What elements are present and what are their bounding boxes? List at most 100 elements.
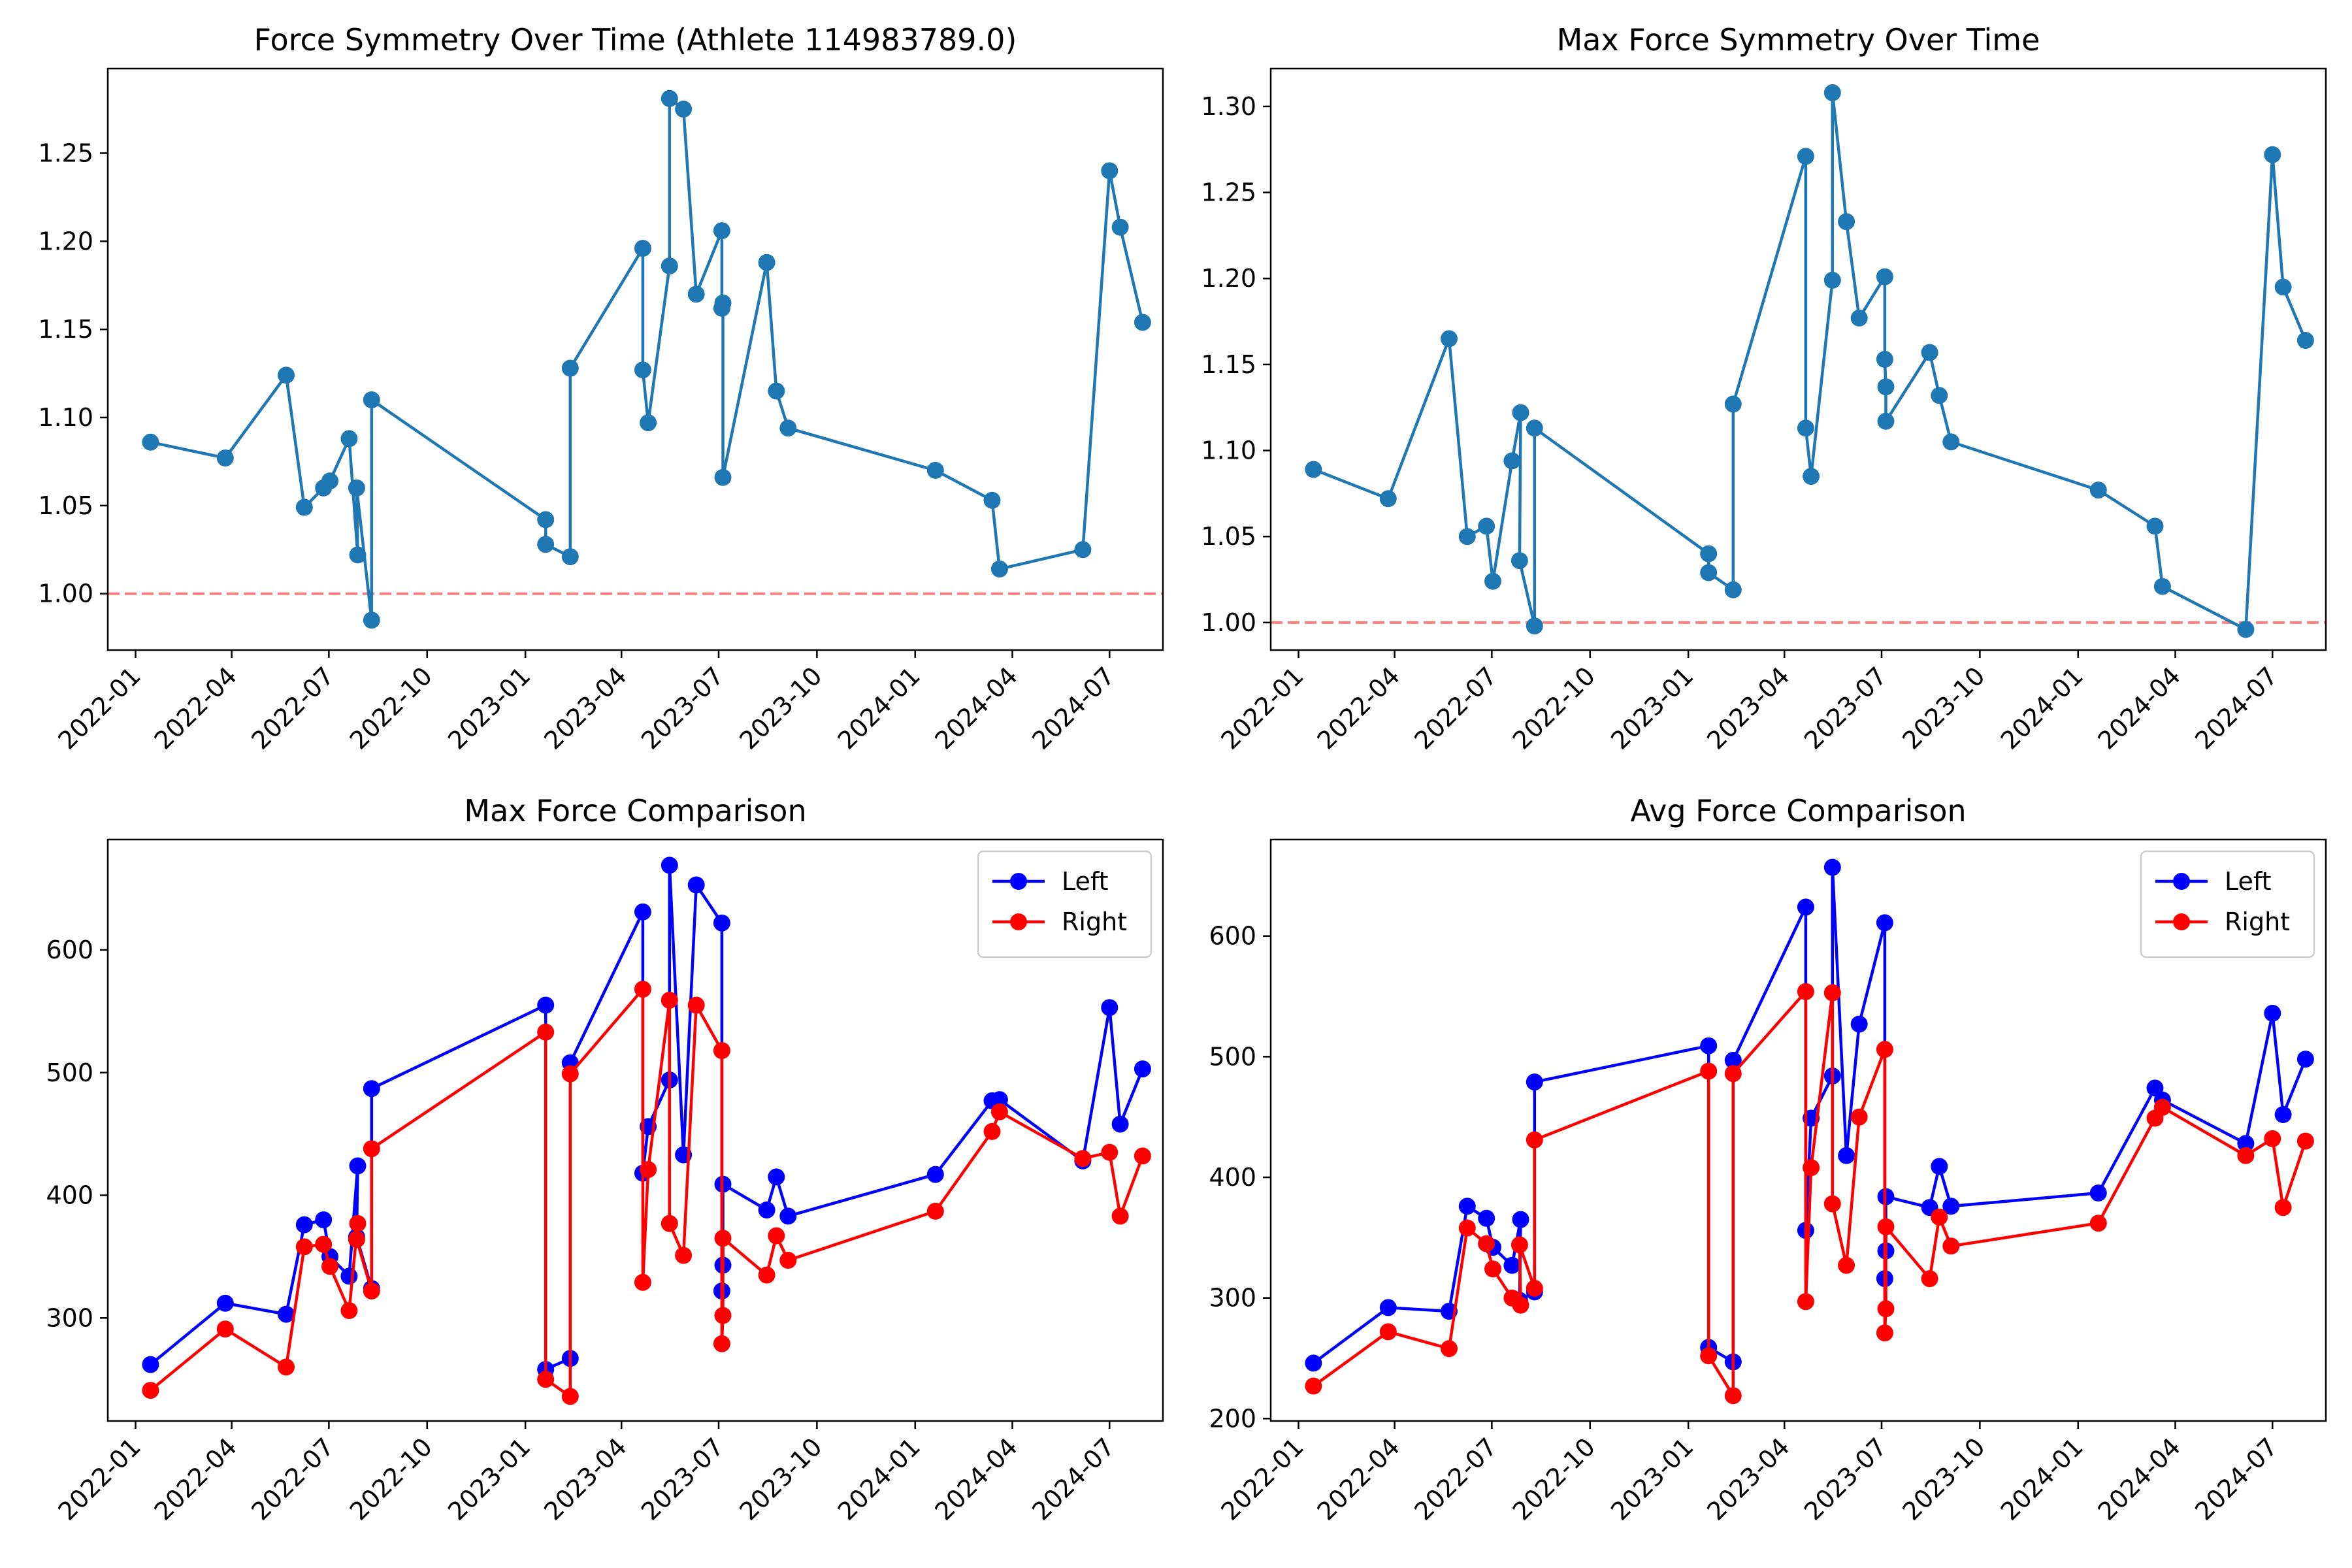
data-point bbox=[1850, 1108, 1868, 1126]
axes-frame bbox=[106, 838, 1164, 1422]
data-point bbox=[687, 876, 705, 894]
data-point bbox=[1876, 1324, 1893, 1342]
data-point bbox=[1876, 268, 1893, 286]
data-point bbox=[1797, 983, 1814, 1000]
data-point bbox=[537, 1371, 555, 1388]
x-tick-label: 2022-01 bbox=[52, 1432, 146, 1526]
data-point bbox=[1305, 1354, 1322, 1372]
y-tick-label: 1.30 bbox=[1201, 92, 1256, 121]
x-tick-label: 2023-01 bbox=[442, 661, 536, 755]
data-point bbox=[1511, 552, 1528, 570]
data-point bbox=[758, 1266, 776, 1284]
data-point bbox=[1942, 1237, 1960, 1255]
data-point bbox=[675, 101, 693, 118]
data-point bbox=[1700, 564, 1718, 581]
data-point bbox=[2237, 621, 2255, 638]
y-tick-label: 1.05 bbox=[1201, 522, 1256, 551]
x-tick-label: 2024-01 bbox=[832, 661, 926, 755]
data-point bbox=[1942, 1198, 1960, 1215]
data-point bbox=[216, 1294, 234, 1312]
data-point bbox=[2274, 1106, 2292, 1123]
y-tick-label: 1.20 bbox=[38, 227, 93, 255]
data-point bbox=[2264, 1130, 2281, 1147]
y-tick-label: 1.10 bbox=[1201, 436, 1256, 465]
data-point bbox=[363, 1140, 380, 1158]
x-tick-label: 2022-10 bbox=[344, 661, 438, 755]
data-point bbox=[1850, 1015, 1868, 1033]
data-point bbox=[1797, 1293, 1814, 1311]
data-point bbox=[2237, 1135, 2255, 1152]
series-right bbox=[1305, 983, 2314, 1405]
data-point bbox=[216, 1320, 234, 1338]
x-tick-label: 2024-04 bbox=[929, 661, 1022, 755]
y-tick-label: 1.10 bbox=[38, 403, 93, 432]
data-point bbox=[1931, 387, 1948, 404]
data-point bbox=[758, 253, 776, 271]
data-point bbox=[315, 1235, 333, 1253]
data-point bbox=[1877, 1218, 1895, 1235]
series-right bbox=[142, 981, 1151, 1405]
x-tick-label: 2022-01 bbox=[1215, 661, 1309, 755]
data-point bbox=[1724, 395, 1742, 413]
x-tick-label: 2023-10 bbox=[734, 1432, 827, 1526]
data-point bbox=[714, 1307, 732, 1324]
data-point bbox=[142, 1382, 159, 1399]
legend-label: Right bbox=[1062, 907, 1127, 936]
x-tick-label: 2023-07 bbox=[636, 661, 729, 755]
data-point bbox=[2146, 517, 2164, 535]
y-tick-label: 400 bbox=[1209, 1163, 1256, 1192]
data-point bbox=[1074, 541, 1092, 559]
data-point bbox=[661, 1215, 678, 1232]
data-point bbox=[340, 430, 358, 448]
data-point bbox=[634, 1273, 651, 1291]
legend: Left Right bbox=[977, 850, 1152, 958]
data-point bbox=[1458, 1219, 1476, 1237]
x-tick-label: 2022-07 bbox=[1409, 661, 1502, 755]
data-point bbox=[2153, 578, 2171, 595]
data-point bbox=[1700, 1347, 1718, 1365]
data-point bbox=[349, 1215, 367, 1232]
data-point bbox=[926, 461, 944, 479]
data-point bbox=[1134, 1060, 1151, 1078]
legend-label: Left bbox=[1062, 867, 1109, 896]
data-point bbox=[926, 1166, 944, 1183]
data-point bbox=[1478, 1209, 1495, 1227]
data-point bbox=[363, 612, 380, 629]
data-point bbox=[278, 1358, 295, 1376]
data-point bbox=[779, 419, 797, 437]
data-point bbox=[990, 1103, 1008, 1120]
data-point bbox=[561, 359, 579, 377]
data-point bbox=[990, 560, 1008, 578]
chart-title: Force Symmetry Over Time (Athlete 114983… bbox=[254, 22, 1017, 57]
data-point bbox=[1526, 1073, 1543, 1091]
data-point bbox=[1700, 1037, 1718, 1054]
x-tick-label: 2022-07 bbox=[246, 661, 339, 755]
x-tick-label: 2024-01 bbox=[832, 1432, 926, 1526]
data-point bbox=[2296, 1051, 2314, 1068]
data-point bbox=[295, 498, 313, 516]
data-point bbox=[1526, 1131, 1543, 1149]
data-point bbox=[1484, 572, 1501, 590]
data-point bbox=[1478, 517, 1495, 535]
data-point bbox=[768, 1168, 785, 1186]
y-tick-label: 1.25 bbox=[38, 139, 93, 167]
data-point bbox=[2264, 146, 2281, 163]
data-point bbox=[2089, 482, 2107, 499]
data-point bbox=[1724, 1051, 1742, 1069]
x-tick-label: 2022-04 bbox=[1312, 1432, 1405, 1526]
chart-4: Avg Force Comparison 200 300 400 500 600 2022-… bbox=[1209, 793, 2327, 1526]
x-tick-label: 2023-10 bbox=[734, 661, 827, 755]
data-point bbox=[321, 1258, 338, 1275]
data-point bbox=[926, 1202, 944, 1220]
data-point bbox=[1724, 581, 1742, 598]
legend-swatch-marker bbox=[2173, 873, 2190, 890]
x-tick-label: 2022-10 bbox=[344, 1432, 438, 1526]
data-point bbox=[561, 1388, 579, 1405]
y-tick-label: 1.15 bbox=[1201, 350, 1256, 379]
data-point bbox=[1823, 984, 1841, 1002]
data-point bbox=[1512, 1296, 1529, 1314]
x-tick-label: 2024-04 bbox=[2092, 1432, 2185, 1526]
data-point bbox=[321, 472, 338, 490]
data-point bbox=[340, 1267, 358, 1285]
